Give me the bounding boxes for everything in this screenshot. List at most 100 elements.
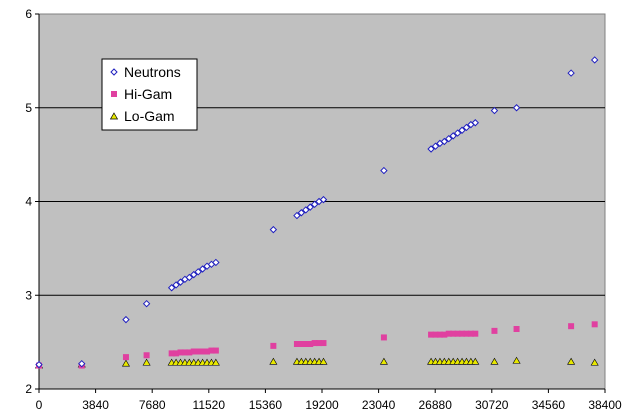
legend-label-hi-gam: Hi-Gam <box>124 86 172 102</box>
point-neutrons-6 <box>176 278 185 286</box>
point-neutrons-29 <box>449 132 457 140</box>
point-neutrons-2 <box>122 315 130 324</box>
point-hi-gam-9 <box>190 348 197 355</box>
point-hi-gam-34 <box>472 330 479 337</box>
point-hi-gam-8 <box>186 349 193 356</box>
legend-label-lo-gam: Lo-Gam <box>124 108 175 124</box>
point-hi-gam-23 <box>380 334 387 341</box>
x-tick-label-1: 3840 <box>82 398 109 412</box>
point-lo-gam-37 <box>567 357 576 365</box>
y-tick-label-2: 4 <box>25 195 32 209</box>
point-hi-gam-32 <box>463 330 470 337</box>
axes: 2 3 4 5 6 0 3840 7680 11520 15360 19200 23040 26880 3… <box>25 7 622 412</box>
x-tick-label-8: 30720 <box>475 398 509 412</box>
point-hi-gam-21 <box>316 340 323 347</box>
point-neutrons-32 <box>462 123 471 132</box>
point-lo-gam-34 <box>471 357 480 365</box>
point-neutrons-23 <box>380 166 388 175</box>
point-neutrons-24 <box>427 145 435 153</box>
point-neutrons-4 <box>167 284 176 292</box>
point-neutrons-5 <box>172 281 180 289</box>
point-hi-gam-3 <box>143 352 150 359</box>
point-hi-gam-16 <box>293 341 300 347</box>
legend-marker-lo-gam <box>109 112 119 120</box>
point-lo-gam-2 <box>121 359 130 367</box>
point-neutrons-31 <box>458 126 466 134</box>
point-hi-gam-38 <box>591 321 598 328</box>
legend-item-lo-gam: Lo-Gam <box>109 108 175 124</box>
x-tick-label-0: 0 <box>36 398 43 412</box>
point-hi-gam-37 <box>568 323 575 330</box>
point-neutrons-3 <box>142 299 151 308</box>
x-tick-label-2: 7680 <box>139 398 166 412</box>
point-hi-gam-35 <box>491 327 498 334</box>
point-hi-gam-10 <box>195 348 202 355</box>
point-neutrons-15 <box>269 225 278 234</box>
point-neutrons-11 <box>198 265 207 273</box>
point-hi-gam-33 <box>467 330 474 337</box>
point-neutrons-9 <box>190 270 198 279</box>
point-neutrons-28 <box>445 134 453 143</box>
point-lo-gam-15 <box>269 357 278 365</box>
point-hi-gam-30 <box>454 330 461 337</box>
point-neutrons-36 <box>512 104 521 112</box>
y-tick-label-4: 6 <box>25 7 32 21</box>
point-neutrons-8 <box>185 273 194 282</box>
y-tick-label-3: 5 <box>25 101 32 115</box>
point-hi-gam-14 <box>212 347 219 354</box>
point-hi-gam-5 <box>173 350 180 357</box>
point-neutrons-16 <box>293 211 301 220</box>
point-neutrons-27 <box>440 137 449 146</box>
point-hi-gam-2 <box>122 354 129 361</box>
x-tick-label-3: 11520 <box>193 398 226 412</box>
legend-item-neutrons: Neutrons <box>110 64 181 80</box>
point-hi-gam-12 <box>204 348 211 355</box>
x-tick-label-5: 19200 <box>305 398 339 412</box>
point-lo-gam-22 <box>319 357 328 365</box>
point-hi-gam-20 <box>311 340 318 347</box>
point-lo-gam-23 <box>379 357 388 365</box>
x-tick-label-4: 15360 <box>249 398 283 412</box>
x-tick-label-10: 38400 <box>588 398 622 412</box>
point-neutrons-25 <box>431 142 440 150</box>
y-tick-label-1: 3 <box>25 288 32 302</box>
point-lo-gam-36 <box>512 356 521 364</box>
point-hi-gam-29 <box>450 330 457 337</box>
legend-marker-hi-gam <box>111 91 117 97</box>
legend: Neutrons Hi-Gam Lo-Gam <box>101 58 198 131</box>
point-hi-gam-36 <box>513 326 520 332</box>
point-hi-gam-11 <box>199 348 206 355</box>
point-neutrons-10 <box>194 268 202 276</box>
point-neutrons-22 <box>319 195 328 204</box>
x-tick-label-6: 23040 <box>362 398 396 412</box>
point-hi-gam-6 <box>177 349 184 356</box>
point-lo-gam-35 <box>490 357 499 365</box>
point-hi-gam-4 <box>168 350 175 357</box>
point-hi-gam-22 <box>320 340 327 347</box>
point-neutrons-35 <box>490 106 499 115</box>
point-lo-gam-3 <box>142 358 151 366</box>
point-lo-gam-38 <box>590 358 599 366</box>
data-points <box>34 56 599 369</box>
point-neutrons-0 <box>35 360 43 369</box>
y-tick-label-0: 2 <box>25 382 32 396</box>
point-hi-gam-24 <box>428 331 435 338</box>
x-tick-label-7: 26880 <box>419 398 453 412</box>
legend-label-neutrons: Neutrons <box>124 64 181 80</box>
point-neutrons-17 <box>297 209 306 217</box>
point-neutrons-30 <box>453 129 462 137</box>
point-hi-gam-17 <box>298 341 305 347</box>
point-neutrons-20 <box>310 200 319 209</box>
point-lo-gam-14 <box>211 358 220 366</box>
point-hi-gam-18 <box>302 341 309 347</box>
point-hi-gam-27 <box>441 331 448 338</box>
legend-marker-neutrons <box>110 68 118 76</box>
point-neutrons-14 <box>212 258 220 267</box>
point-neutrons-18 <box>302 206 310 214</box>
legend-item-hi-gam: Hi-Gam <box>111 86 172 102</box>
point-hi-gam-7 <box>181 349 188 356</box>
point-neutrons-34 <box>471 119 479 127</box>
point-neutrons-1 <box>78 359 86 368</box>
